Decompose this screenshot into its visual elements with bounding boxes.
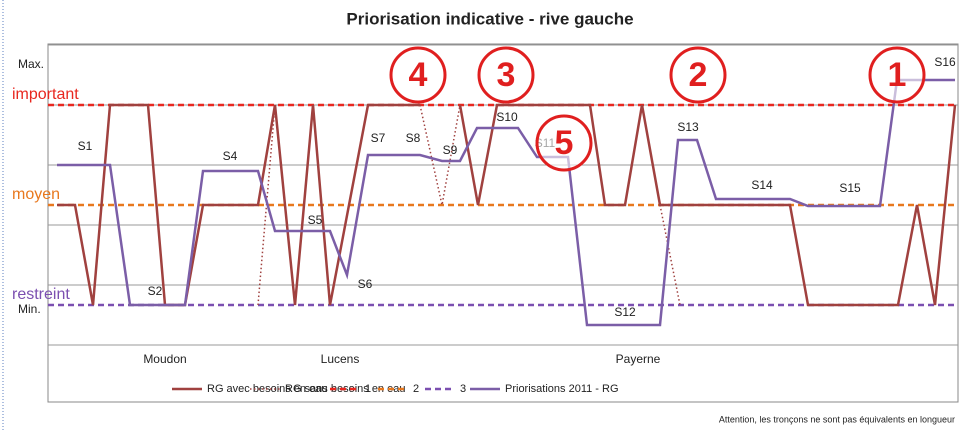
priority-circle (535, 114, 593, 172)
priority-circle (868, 46, 926, 104)
priority-label: 3 (497, 56, 516, 94)
segment-label: S8 (406, 131, 421, 145)
segment-label: S10 (496, 110, 518, 124)
y-tick-label: Min. (18, 302, 41, 316)
segment-label: S16 (934, 55, 956, 69)
segment-label: S1 (78, 139, 93, 153)
legend-label: Priorisations 2011 - RG (505, 383, 619, 395)
segment-label: S2 (148, 284, 163, 298)
chart-title: Priorisation indicative - rive gauche (346, 9, 633, 28)
segment-label: S12 (614, 305, 636, 319)
priority-label: 5 (555, 124, 574, 162)
segment-label: S15 (839, 181, 861, 195)
region-label: Moudon (143, 352, 186, 366)
legend-label: 2 (413, 383, 419, 395)
reference-label: restreint (12, 286, 70, 303)
region-label: Payerne (616, 352, 661, 366)
segment-label: S14 (751, 178, 773, 192)
priority-label: 2 (689, 56, 708, 94)
priority-circle (669, 46, 727, 104)
plot-frame (47, 43, 959, 403)
segment-label: S6 (358, 277, 373, 291)
legend-label: 1 (365, 383, 371, 395)
region-label: Lucens (321, 352, 360, 366)
reference-label: moyen (12, 186, 60, 203)
series-line (57, 78, 955, 327)
series-line (57, 103, 957, 307)
segment-label: S9 (443, 143, 458, 157)
priority-label: 4 (409, 56, 428, 94)
segment-label: S5 (308, 213, 323, 227)
y-tick-label: Max. (18, 57, 44, 71)
priority-circle (477, 46, 535, 104)
footnote: Attention, les tronçons ne sont pas équi… (719, 414, 955, 424)
priority-circle (389, 46, 447, 104)
segment-label: S13 (677, 120, 699, 134)
reference-label: important (12, 86, 79, 103)
priority-label: 1 (888, 56, 907, 94)
segment-label: S7 (371, 131, 386, 145)
legend-label: 3 (460, 383, 466, 395)
segment-label: S4 (223, 149, 238, 163)
